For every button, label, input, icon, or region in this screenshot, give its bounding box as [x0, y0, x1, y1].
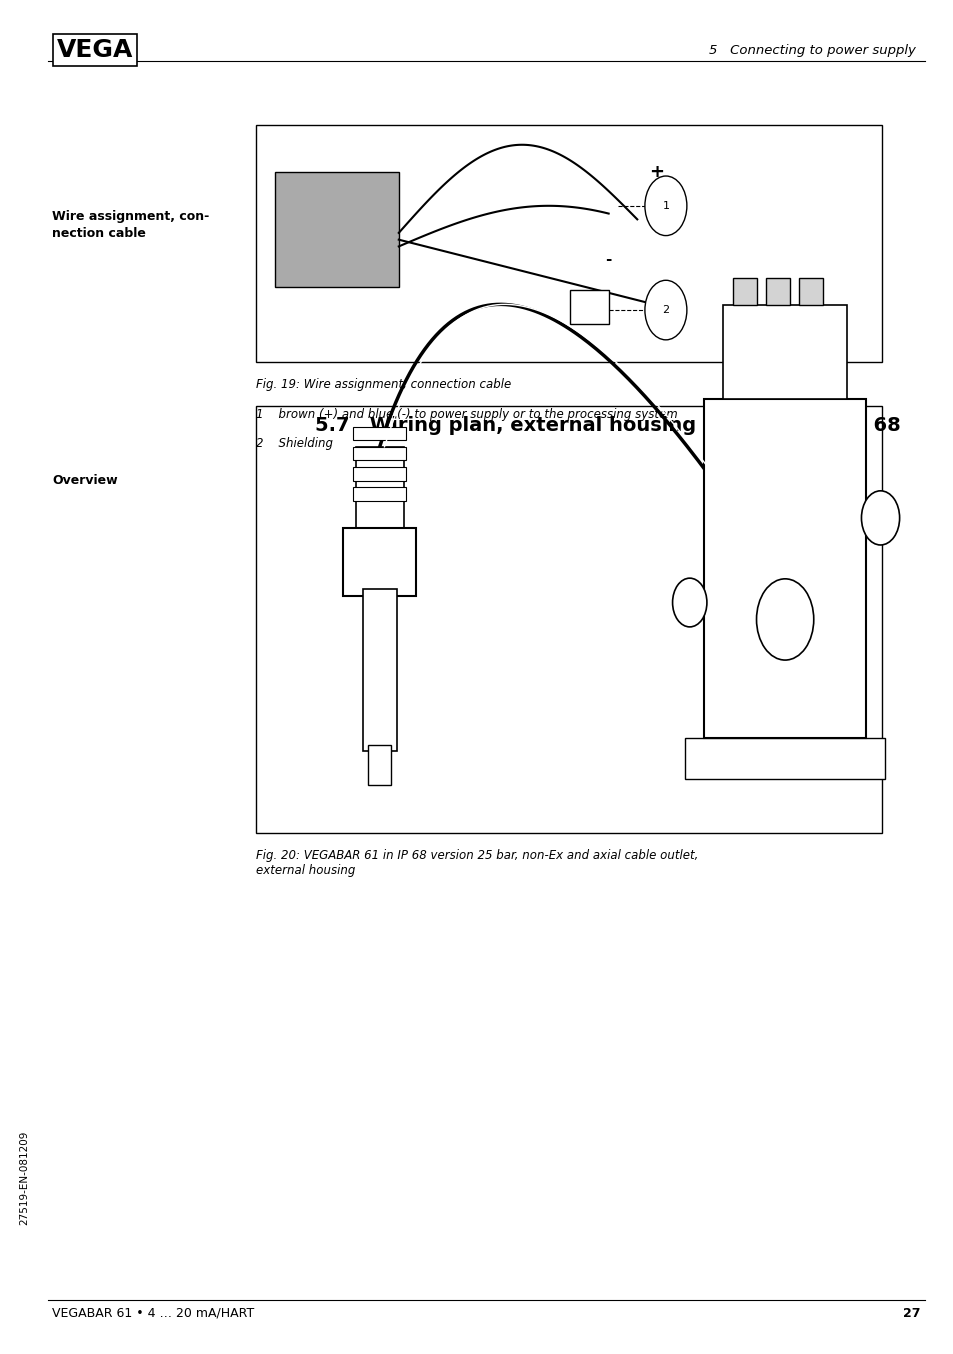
Text: 5   Connecting to power supply: 5 Connecting to power supply	[708, 43, 915, 57]
Bar	[703, 399, 865, 738]
Bar	[255, 125, 882, 362]
Text: Fig. 20: VEGABAR 61 in IP 68 version 25 bar, non-Ex and axial cable outlet,
exte: Fig. 20: VEGABAR 61 in IP 68 version 25 …	[255, 849, 698, 877]
Bar	[255, 406, 882, 833]
Bar	[353, 427, 406, 440]
Bar	[353, 487, 406, 501]
Text: +: +	[648, 162, 663, 181]
Text: Overview: Overview	[52, 474, 118, 487]
Bar	[353, 467, 406, 481]
Text: 2    Shielding: 2 Shielding	[255, 437, 333, 451]
Text: 27519-EN-081209: 27519-EN-081209	[19, 1131, 29, 1225]
Bar	[799, 278, 822, 305]
Bar	[765, 278, 789, 305]
Bar	[732, 278, 756, 305]
Bar	[368, 745, 391, 785]
Bar	[570, 290, 608, 324]
Text: 1: 1	[661, 200, 669, 211]
Text: VEGABAR 61 • 4 … 20 mA/HART: VEGABAR 61 • 4 … 20 mA/HART	[52, 1307, 254, 1320]
Circle shape	[756, 580, 813, 661]
Text: 27: 27	[902, 1307, 920, 1320]
Bar	[355, 447, 403, 535]
Bar	[684, 738, 884, 779]
Text: Fig. 19: Wire assignment, connection cable: Fig. 19: Wire assignment, connection cab…	[255, 378, 511, 391]
Bar	[343, 528, 416, 596]
Circle shape	[644, 176, 686, 236]
Circle shape	[861, 492, 899, 546]
Bar	[274, 172, 398, 287]
Bar	[353, 447, 406, 460]
Circle shape	[644, 280, 686, 340]
Text: 5.7   Wiring plan, external housing with version IP 68: 5.7 Wiring plan, external housing with v…	[314, 416, 900, 435]
Text: 2: 2	[661, 305, 669, 315]
Bar	[722, 305, 846, 399]
Text: Wire assignment, con-
nection cable: Wire assignment, con- nection cable	[52, 210, 210, 240]
Text: -: -	[605, 252, 611, 268]
Bar	[362, 589, 396, 751]
Text: VEGA: VEGA	[57, 38, 133, 62]
Text: 1    brown (+) and blue (-) to power supply or to the processing system: 1 brown (+) and blue (-) to power supply…	[255, 408, 677, 421]
Circle shape	[672, 578, 706, 627]
